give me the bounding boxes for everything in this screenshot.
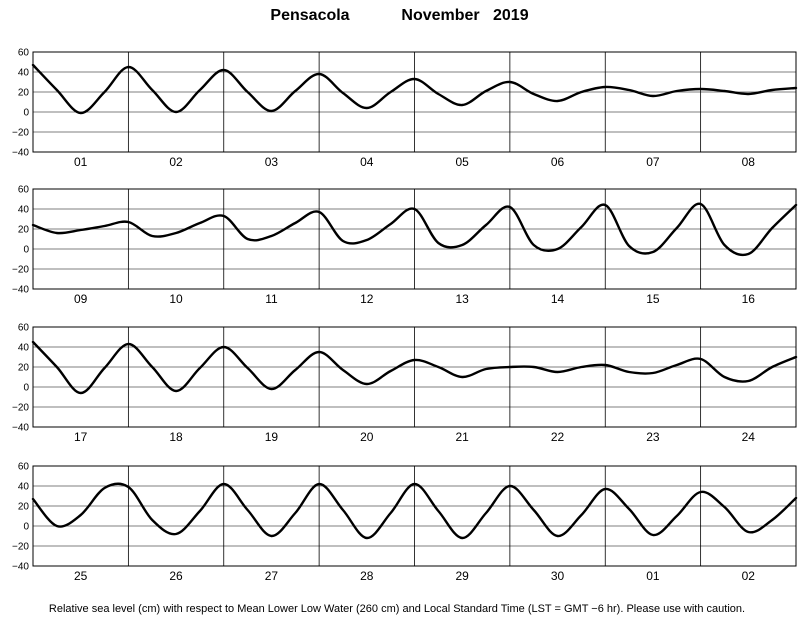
day-label: 12 xyxy=(360,292,374,306)
y-tick-label: 40 xyxy=(18,343,30,354)
panel-frame xyxy=(32,326,797,428)
y-tick-label: −40 xyxy=(12,562,29,573)
y-tick-label: 40 xyxy=(18,68,30,79)
day-label: 07 xyxy=(646,155,660,169)
day-label: 22 xyxy=(551,430,565,444)
tide-panel: 60 40 20 0 −20 −40 01 02 03 04 05 06 07 08 xyxy=(12,48,798,169)
day-label: 02 xyxy=(742,569,756,583)
y-tick-label: 40 xyxy=(18,205,30,216)
day-label: 01 xyxy=(74,155,88,169)
day-label: 25 xyxy=(74,569,88,583)
day-label: 10 xyxy=(169,292,183,306)
y-tick-label: 0 xyxy=(23,383,29,394)
y-tick-label: 20 xyxy=(18,502,30,513)
day-label: 29 xyxy=(456,569,470,583)
tide-panel: 60 40 20 0 −20 −40 17 18 19 20 21 22 23 24 xyxy=(12,323,798,444)
y-tick-label: 60 xyxy=(18,462,30,473)
y-tick-label: −20 xyxy=(12,403,29,414)
y-tick-label: 20 xyxy=(18,363,30,374)
day-label: 05 xyxy=(456,155,470,169)
y-tick-label: 0 xyxy=(23,108,29,119)
panel-frame xyxy=(32,188,797,290)
y-tick-label: 60 xyxy=(18,323,30,334)
tide-series-line xyxy=(31,482,798,540)
tide-panel: 60 40 20 0 −20 −40 25 26 27 28 29 30 01 02 xyxy=(12,462,798,583)
tide-panel: 60 40 20 0 −20 −40 09 10 11 12 13 14 15 16 xyxy=(12,185,798,306)
day-label: 27 xyxy=(265,569,279,583)
day-label: 21 xyxy=(456,430,470,444)
y-tick-label: 0 xyxy=(23,245,29,256)
y-tick-label: 20 xyxy=(18,225,30,236)
day-label: 17 xyxy=(74,430,88,444)
chart-title-month-year: November 2019 xyxy=(401,7,528,24)
chart-panels: 60 40 20 0 −20 −40 01 02 03 04 05 06 07 08 60 40 20 0 −20 −… xyxy=(12,48,798,583)
day-label: 11 xyxy=(265,292,278,306)
y-tick-label: −40 xyxy=(12,285,29,296)
chart-title-station: Pensacola xyxy=(270,7,349,24)
day-label: 26 xyxy=(169,569,183,583)
day-label: 06 xyxy=(551,155,565,169)
day-label: 15 xyxy=(646,292,660,306)
chart-footnote: Relative sea level (cm) with respect to … xyxy=(49,603,745,615)
tide-series-line xyxy=(31,340,798,395)
day-label: 23 xyxy=(646,430,660,444)
day-label: 18 xyxy=(169,430,183,444)
tide-series-line xyxy=(31,202,798,257)
day-label: 13 xyxy=(456,292,470,306)
panel-frame xyxy=(32,465,797,567)
day-label: 19 xyxy=(265,430,279,444)
y-tick-label: −40 xyxy=(12,423,29,434)
day-label: 04 xyxy=(360,155,374,169)
y-tick-label: −20 xyxy=(12,265,29,276)
day-label: 24 xyxy=(742,430,756,444)
day-label: 14 xyxy=(551,292,565,306)
day-label: 30 xyxy=(551,569,565,583)
y-tick-label: −20 xyxy=(12,542,29,553)
y-tick-label: 60 xyxy=(18,48,30,59)
day-label: 08 xyxy=(742,155,756,169)
day-label: 28 xyxy=(360,569,374,583)
tide-series-line xyxy=(31,63,798,115)
y-tick-label: 20 xyxy=(18,88,30,99)
day-label: 01 xyxy=(646,569,660,583)
panel-frame xyxy=(32,51,797,153)
y-tick-label: −20 xyxy=(12,128,29,139)
y-tick-label: 60 xyxy=(18,185,30,196)
y-tick-label: 40 xyxy=(18,482,30,493)
day-label: 20 xyxy=(360,430,374,444)
y-tick-label: 0 xyxy=(23,522,29,533)
day-label: 03 xyxy=(265,155,279,169)
day-label: 02 xyxy=(169,155,183,169)
day-label: 16 xyxy=(742,292,756,306)
y-tick-label: −40 xyxy=(12,148,29,159)
day-label: 09 xyxy=(74,292,88,306)
